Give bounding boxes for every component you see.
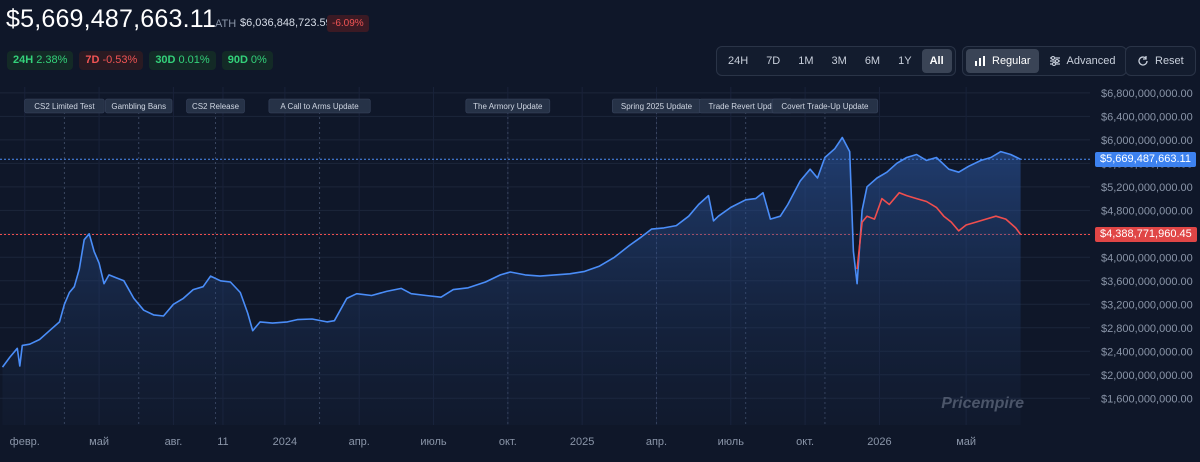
range-all-button[interactable]: All	[921, 49, 952, 73]
event-label: Gambling Bans	[111, 102, 166, 111]
event-label: Spring 2025 Update	[621, 102, 693, 111]
range-6m-button[interactable]: 6M	[864, 55, 881, 67]
event-marker	[186, 98, 245, 114]
mode-selector: Regular Advanced	[962, 46, 1128, 76]
x-tick-label: авг.	[165, 436, 183, 448]
range-24h-button[interactable]: 24H	[728, 55, 749, 67]
chip-30d: 30D 0.01%	[149, 51, 216, 70]
x-tick-label: 2024	[273, 436, 297, 448]
event-label: CS2 Release	[192, 102, 240, 111]
y-tick-label: $2,000,000,000.00	[1101, 370, 1193, 382]
series-area	[2, 137, 1021, 425]
x-tick-label: июль	[718, 436, 745, 448]
x-tick-label: окт.	[499, 436, 517, 448]
y-tick-label: $6,800,000,000.00	[1101, 88, 1193, 100]
reset-button[interactable]: Reset	[1129, 49, 1192, 73]
ath-label: ATH	[215, 18, 237, 30]
y-tick-label: $6,400,000,000.00	[1101, 111, 1193, 123]
event-marker	[268, 98, 371, 114]
watermark: Pricempire	[941, 395, 1024, 412]
event-marker	[771, 98, 879, 114]
event-marker	[465, 98, 551, 114]
event-marker	[105, 98, 173, 114]
ath-value: $6,036,848,723.59	[240, 17, 332, 29]
x-tick-label: апр.	[646, 436, 667, 448]
chip-90d: 90D 0%	[221, 51, 273, 70]
reset-icon	[1137, 55, 1149, 67]
y-tick-label: $2,400,000,000.00	[1101, 346, 1193, 358]
current-price-tag: $5,669,487,663.11	[1095, 151, 1196, 167]
regular-mode-button[interactable]: Regular	[966, 49, 1039, 73]
y-tick-label: $6,000,000,000.00	[1101, 135, 1193, 147]
price-chart[interactable]: $1,600,000,000.00 $2,000,000,000.00 $2,400…	[0, 85, 1200, 462]
y-tick-label: $3,200,000,000.00	[1101, 299, 1193, 311]
y-tick-label: $2,800,000,000.00	[1101, 323, 1193, 335]
series-line-primary	[1, 136, 1021, 368]
y-tick-label: $4,800,000,000.00	[1101, 205, 1193, 217]
range-1y-button[interactable]: 1Y	[898, 55, 912, 67]
x-tick-label: июль	[420, 436, 447, 448]
event-label: Trade Revert Update	[708, 102, 783, 111]
x-tick-label: 2026	[867, 436, 891, 448]
bar-chart-icon	[974, 55, 986, 67]
x-tick-label: окт.	[796, 436, 814, 448]
x-tick-label: февр.	[10, 436, 40, 448]
event-label: A Call to Arms Update	[280, 102, 359, 111]
range-1m-button[interactable]: 1M	[798, 55, 814, 67]
secondary-price-tag: $4,388,771,960.45	[1095, 226, 1197, 242]
range-7d-button[interactable]: 7D	[766, 55, 781, 67]
change-chips: 24H 2.38% 7D -0.53% 30D 0.01% 90D 0%	[7, 51, 273, 70]
x-tick-label: апр.	[349, 436, 370, 448]
y-tick-label: $5,200,000,000.00	[1101, 182, 1193, 194]
total-value: $5,669,487,663.11	[6, 5, 217, 33]
sliders-icon	[1049, 55, 1061, 67]
chip-7d: 7D -0.53%	[79, 51, 144, 70]
ath-change-badge: -6.09%	[327, 15, 369, 32]
advanced-mode-button[interactable]: Advanced	[1041, 49, 1124, 73]
y-tick-label: $4,000,000,000.00	[1101, 252, 1193, 264]
y-tick-label: $3,600,000,000.00	[1101, 276, 1193, 288]
x-tick-label: 2025	[570, 436, 594, 448]
event-label: The Armory Update	[473, 102, 543, 111]
x-tick-label: май	[956, 436, 976, 448]
x-tick-label: 11	[217, 436, 228, 448]
range-selector: 24H 7D 1M 3M 6M 1Y All	[716, 46, 956, 76]
x-tick-label: май	[89, 436, 109, 448]
series-line-secondary	[856, 191, 1022, 270]
range-3m-button[interactable]: 3M	[831, 55, 847, 67]
event-label: Covert Trade-Up Update	[781, 102, 869, 111]
event-label: CS2 Limited Test	[34, 102, 95, 111]
chip-24h: 24H 2.38%	[7, 51, 74, 70]
y-tick-label: $1,600,000,000.00	[1101, 393, 1193, 405]
header: $5,669,487,663.11 ATH $6,036,848,723.59 …	[0, 0, 1200, 90]
event-marker	[24, 98, 105, 114]
reset-group: Reset	[1125, 46, 1196, 76]
